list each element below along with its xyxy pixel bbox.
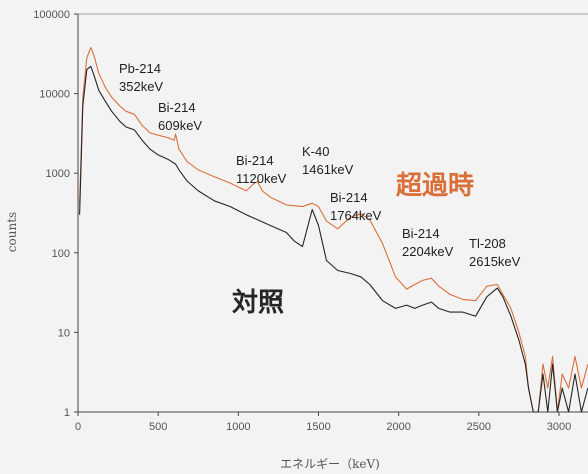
peak-label-line: Bi-214: [330, 190, 368, 205]
excess-series-line: [79, 46, 588, 413]
y-axis-title: counts: [5, 212, 19, 252]
peak-label-bi214-1120: Bi-214 1120keV: [236, 153, 287, 186]
peak-label-tl208: Tl-208 2615keV: [469, 236, 521, 269]
y-axis-ticks: 1 10 100 1000 10000 100000: [33, 9, 78, 419]
y-tick-label: 100000: [33, 9, 70, 21]
peak-label-line: Pb-214: [119, 61, 161, 76]
peak-label-line: K-40: [302, 144, 329, 159]
x-axis-ticks: 0 500 1000 1500 2000 2500 3000: [75, 412, 571, 433]
y-tick-label: 100: [52, 248, 70, 260]
peak-label-bi214-1764: Bi-214 1764keV: [330, 190, 382, 223]
peak-label-line: 1120keV: [236, 171, 287, 186]
peak-label-line: 1764keV: [330, 208, 382, 223]
y-tick-label: 10000: [39, 89, 70, 101]
x-tick-label: 0: [75, 421, 81, 433]
peak-label-line: 352keV: [119, 79, 163, 94]
peak-label-pb214: Pb-214 352keV: [119, 61, 163, 94]
peak-label-bi214-2204: Bi-214 2204keV: [402, 226, 454, 259]
y-tick-label: 1: [64, 407, 70, 419]
peak-label-line: 609keV: [158, 118, 202, 133]
x-tick-label: 2000: [386, 421, 410, 433]
peak-label-line: Bi-214: [158, 100, 196, 115]
peak-label-bi214-609: Bi-214 609keV: [158, 100, 202, 133]
peak-label-line: Bi-214: [236, 153, 274, 168]
peak-label-line: Tl-208: [469, 236, 506, 251]
x-tick-label: 1000: [226, 421, 250, 433]
control-series-label: 対照: [232, 288, 284, 318]
excess-series-label: 超過時: [396, 171, 474, 201]
x-tick-label: 500: [149, 421, 167, 433]
peak-label-line: 2615keV: [469, 254, 521, 269]
y-tick-label: 10: [58, 327, 70, 339]
peak-label-line: Bi-214: [402, 226, 440, 241]
peak-label-line: 1461keV: [302, 162, 354, 177]
peak-annotations: Pb-214 352keV Bi-214 609keV Bi-214 1120keV K-4…: [119, 61, 521, 269]
x-tick-label: 1500: [306, 421, 330, 433]
x-axis-title: エネルギー（keV): [280, 457, 380, 471]
series-layer: [79, 46, 588, 413]
x-tick-label: 3000: [547, 421, 571, 433]
control-series-line: [79, 65, 588, 413]
plot-area: [77, 13, 588, 413]
peak-label-k40: K-40 1461keV: [302, 144, 354, 177]
x-tick-label: 2500: [467, 421, 491, 433]
peak-label-line: 2204keV: [402, 244, 454, 259]
y-tick-label: 1000: [46, 168, 70, 180]
